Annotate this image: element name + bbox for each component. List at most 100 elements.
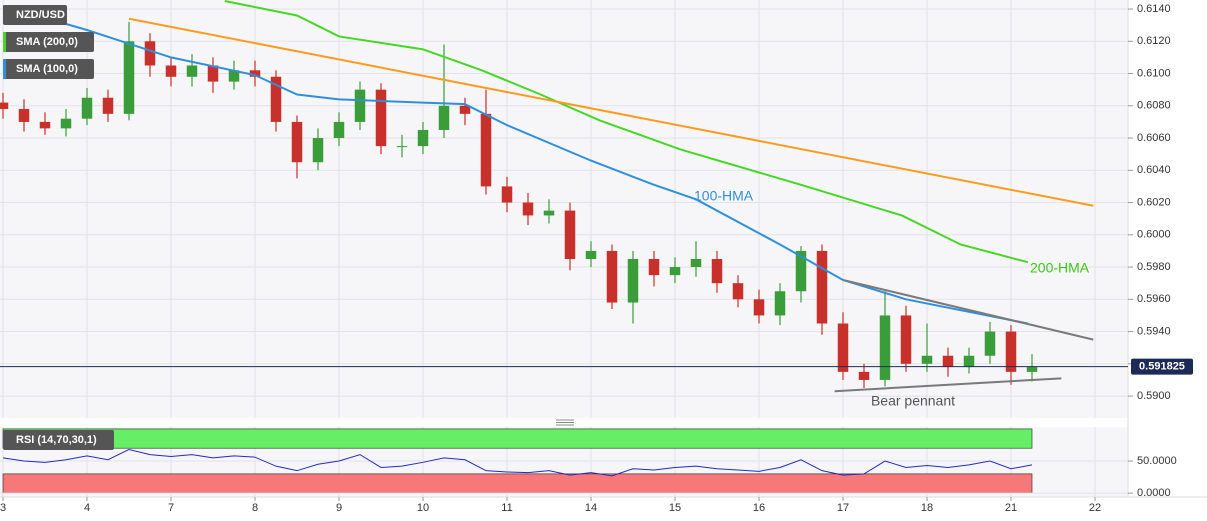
y-tick-label: 0.6040 — [1137, 164, 1171, 176]
candle-body — [417, 129, 429, 147]
candle-body — [312, 138, 324, 163]
x-tick-label: 17 — [837, 502, 849, 514]
candle-body — [0, 102, 9, 110]
candle-body — [228, 70, 240, 82]
candle-body — [690, 258, 702, 268]
candle-body — [438, 105, 450, 130]
y-tick-label: 0.6120 — [1137, 35, 1171, 47]
panel-grip — [556, 419, 574, 426]
x-tick-label: 18 — [921, 502, 933, 514]
candle-body — [648, 258, 660, 276]
candle-body — [900, 315, 912, 364]
x-tick-label: 15 — [669, 502, 681, 514]
price-panel — [0, 0, 1128, 418]
trend-line — [128, 17, 1094, 207]
x-tick-label: 10 — [417, 502, 429, 514]
y-tick-label: 0.5960 — [1137, 293, 1171, 305]
candle-body — [18, 109, 30, 122]
y-tick-label: 0.5900 — [1137, 390, 1171, 402]
candle-body — [984, 331, 996, 356]
legend-box — [3, 430, 114, 450]
candle-body — [144, 41, 156, 66]
annotation: Bear pennant — [871, 393, 955, 409]
x-tick-label: 3 — [0, 502, 6, 514]
candle-body — [522, 202, 534, 216]
y-tick-label: 0.6000 — [1137, 229, 1171, 241]
candle-body — [375, 89, 387, 147]
candle-body — [543, 210, 555, 216]
candle-body — [942, 355, 954, 368]
legend-swatch — [3, 32, 6, 52]
y-tick-label: 0.5940 — [1137, 325, 1171, 337]
candle-body — [270, 76, 282, 122]
candle-body — [627, 258, 639, 303]
x-tick-label: 9 — [336, 502, 342, 514]
x-tick-label: 7 — [168, 502, 174, 514]
candle-body — [1026, 367, 1038, 372]
ma-line — [2, 4, 1028, 325]
legend-box — [3, 5, 67, 25]
candle-body — [480, 113, 492, 187]
annotation: 100-HMA — [694, 188, 754, 204]
candle-body — [879, 315, 891, 380]
candle-body — [123, 41, 135, 114]
candle-body — [963, 355, 975, 368]
candle-body — [186, 65, 198, 77]
ma-line — [224, 0, 1029, 264]
candle-body — [921, 355, 933, 364]
legend-label: RSI (14,70,30,1) — [16, 434, 97, 446]
candle-body — [459, 105, 471, 114]
y-tick-label: 50.0000 — [1137, 455, 1177, 467]
candle-body — [1005, 331, 1017, 372]
trend-line — [834, 377, 1062, 393]
annotation: 200-HMA — [1030, 260, 1090, 276]
x-tick-label: 4 — [84, 502, 90, 514]
legend-box — [3, 59, 94, 79]
legend-label: NZD/USD — [16, 9, 65, 21]
candle-body — [564, 210, 576, 259]
candle-body — [795, 250, 807, 292]
y-tick-label: 0.5980 — [1137, 261, 1171, 273]
legend-box — [3, 32, 94, 52]
y-tick-label: 0.6140 — [1137, 3, 1171, 15]
candle-body — [249, 70, 261, 77]
candle-body — [774, 291, 786, 316]
candle-body — [816, 250, 828, 324]
x-tick-label: 22 — [1089, 502, 1101, 514]
candle-body — [60, 118, 72, 129]
x-tick-label: 14 — [585, 502, 597, 514]
legend-label: SMA (200,0) — [16, 36, 78, 48]
y-tick-label: 0.6060 — [1137, 132, 1171, 144]
candle-body — [207, 65, 219, 82]
candle-body — [501, 186, 513, 203]
last-price-label: 0.591825 — [1139, 361, 1185, 373]
y-tick-label: 0.6020 — [1137, 196, 1171, 208]
candle-body — [858, 371, 870, 380]
candle-body — [165, 65, 177, 77]
x-tick-label: 11 — [501, 502, 512, 514]
candle-body — [39, 121, 51, 129]
rsi-band — [2, 428, 1033, 449]
x-tick-label: 8 — [252, 502, 258, 514]
rsi-line — [2, 448, 1033, 477]
trend-line — [842, 278, 1094, 341]
candle-body — [669, 267, 681, 276]
x-tick-label: 16 — [753, 502, 765, 514]
candle-body — [102, 97, 114, 114]
y-tick-label: 0.6080 — [1137, 100, 1171, 112]
y-tick-label: 0.6100 — [1137, 67, 1171, 79]
candle-body — [585, 250, 597, 259]
candle-body — [606, 250, 618, 303]
last-price-box — [1131, 358, 1193, 375]
candle-body — [333, 121, 345, 139]
legend-label: SMA (100,0) — [16, 63, 78, 75]
y-tick-label: 0.0000 — [1137, 487, 1171, 499]
rsi-band — [2, 473, 1033, 494]
candle-body — [753, 299, 765, 316]
candle-body — [837, 323, 849, 372]
candle-body — [354, 89, 366, 122]
candle-body — [732, 283, 744, 300]
candle-body — [81, 97, 93, 119]
legend-swatch — [3, 59, 6, 79]
